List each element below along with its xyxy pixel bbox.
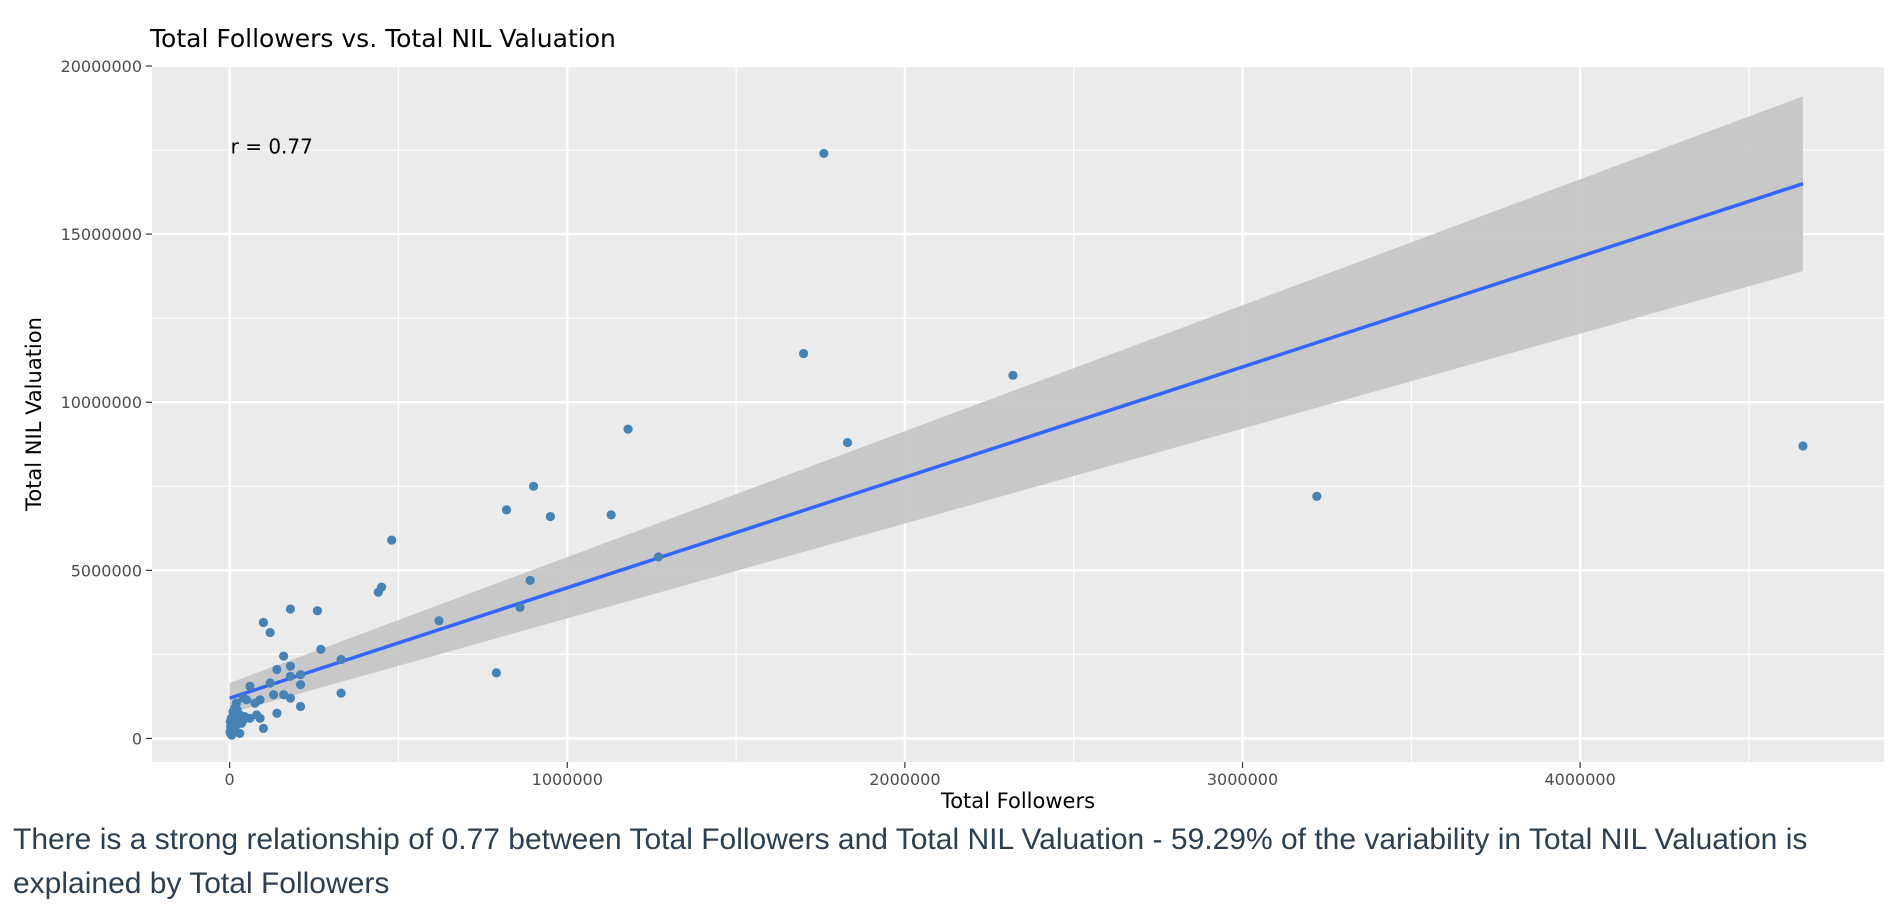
data-point [265, 678, 275, 688]
data-point [241, 695, 252, 705]
confidence-band [229, 96, 1803, 714]
data-point [434, 616, 444, 626]
data-point [272, 708, 282, 718]
x-tick-label: 2000000 [869, 770, 940, 789]
data-point [258, 617, 269, 628]
x-tick-label: 3000000 [1207, 770, 1278, 789]
chart-title: Total Followers vs. Total NIL Valuation [149, 24, 616, 53]
y-tick-label: 0 [132, 729, 142, 748]
x-tick-label: 0 [225, 770, 235, 789]
x-tick-label: 1000000 [532, 770, 603, 789]
data-point [653, 552, 664, 562]
data-point [491, 668, 501, 678]
data-point [227, 721, 237, 731]
data-point [387, 535, 397, 545]
y-tick-label: 5000000 [71, 561, 142, 580]
y-tick-label: 20000000 [61, 57, 142, 76]
data-point [501, 505, 512, 515]
data-point [336, 654, 346, 665]
data-point [225, 728, 236, 739]
data-point [285, 661, 296, 671]
data-point [279, 651, 289, 661]
data-point [819, 148, 829, 159]
data-point [316, 644, 326, 654]
data-point [545, 511, 555, 522]
data-point [1008, 370, 1018, 380]
y-tick-label: 15000000 [61, 225, 142, 244]
data-point [528, 481, 539, 491]
data-point [842, 437, 853, 448]
points-group [225, 148, 1808, 740]
data-point [623, 424, 633, 434]
data-point [606, 510, 616, 520]
summary-caption: There is a strong relationship of 0.77 b… [13, 823, 1808, 900]
data-point [525, 575, 535, 586]
y-axis-label: Total NIL Valuation [22, 317, 46, 512]
data-point [272, 664, 282, 675]
grid-lines [152, 64, 1884, 762]
data-point [285, 693, 296, 703]
data-point [312, 606, 323, 616]
data-point [258, 723, 269, 733]
data-point [232, 705, 242, 715]
trend-line-group [229, 182, 1804, 700]
data-point [255, 713, 265, 723]
data-point [295, 669, 306, 680]
data-point [295, 680, 306, 690]
axes: 0 1000000 2000000 3000000 4000000 0 5000000 100… [61, 57, 1616, 789]
data-point [1312, 491, 1322, 501]
data-point [1798, 441, 1808, 451]
data-point [250, 698, 260, 708]
y-tick-label: 10000000 [61, 393, 142, 412]
data-point [515, 602, 525, 612]
data-point [285, 604, 296, 614]
data-point [245, 681, 255, 691]
data-point [295, 701, 306, 712]
data-point [268, 690, 279, 700]
confidence-band-group [229, 96, 1803, 714]
data-point [265, 627, 275, 638]
data-point [799, 348, 809, 359]
correlation-annotation: r = 0.77 [231, 134, 313, 158]
data-point [285, 671, 296, 681]
x-tick-label: 4000000 [1545, 770, 1616, 789]
x-axis-label: Total Followers [940, 789, 1095, 813]
trend-line [229, 182, 1804, 700]
data-point [336, 688, 346, 698]
data-point [240, 712, 250, 722]
data-point [373, 587, 383, 597]
